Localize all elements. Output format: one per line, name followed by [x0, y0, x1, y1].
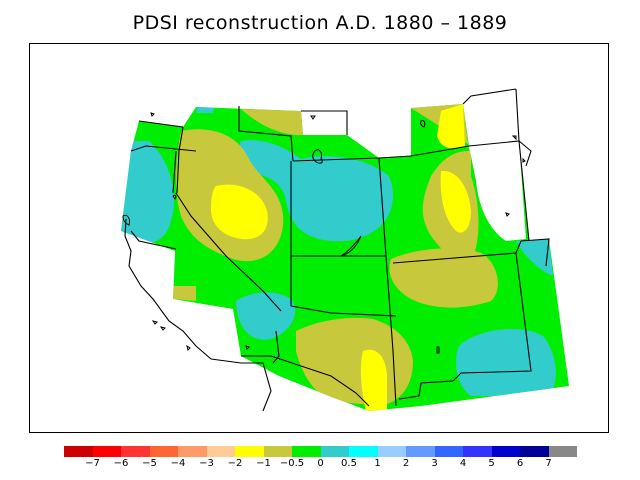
boundary-id-west — [176, 126, 184, 194]
legend-swatch — [491, 446, 520, 457]
legend-tick-label: 3 — [431, 458, 438, 469]
boundary-ut-az — [290, 305, 397, 317]
boundary-az-mexico — [241, 355, 370, 407]
channel-islands-2 — [159, 326, 166, 331]
boundary-nebraska — [520, 238, 550, 267]
coastline-west — [124, 218, 212, 360]
legend-tick-label: −5 — [142, 458, 157, 469]
boundary-ks-nm — [452, 252, 532, 382]
region-wet-kansas — [516, 239, 553, 276]
legend-swatch — [434, 446, 463, 457]
yellowstone-lake — [312, 149, 323, 164]
great-salt-lake — [340, 235, 362, 257]
legend-swatch — [235, 446, 264, 457]
legend-swatch — [349, 446, 378, 457]
legend-swatch — [320, 446, 349, 457]
legend-swatch — [520, 446, 549, 457]
legend-swatch — [548, 446, 577, 457]
legend-swatch — [178, 446, 207, 457]
boundary-az-ca — [272, 330, 280, 364]
legend-swatch — [292, 446, 321, 457]
region-drier-montana-core — [437, 104, 465, 149]
region-wet-newmexico — [456, 328, 556, 396]
region-nodata-montana-gap — [303, 111, 347, 135]
lake-wa-island — [150, 112, 155, 117]
legend-swatch — [206, 446, 235, 457]
lake-montana-small — [310, 115, 316, 120]
legend-tick-label: 0 — [317, 458, 324, 469]
legend-colorbar — [64, 446, 577, 457]
boundary-wa-or — [130, 145, 197, 152]
pdsi-fill — [121, 104, 569, 411]
legend-swatch — [121, 446, 150, 457]
region-wet-washington-ne — [196, 104, 216, 113]
legend-tick-label: −3 — [199, 458, 214, 469]
state-boundaries — [124, 88, 550, 412]
legend-swatch — [406, 446, 435, 457]
region-wet-idaho — [239, 140, 394, 242]
legend-tick-label: 1 — [374, 458, 381, 469]
legend-tick-label: 0.5 — [341, 458, 357, 469]
region-drier-arizona-core — [360, 349, 387, 411]
legend-tick-label: 4 — [459, 458, 467, 469]
channel-islands-3 — [186, 344, 191, 351]
boundary-nm-tx — [398, 380, 454, 400]
legend-tick-label: 7 — [545, 458, 552, 469]
lake-kansas — [505, 212, 510, 217]
legend-tick-labels: −7 −6 −5 −4 −3 −2 −1 −0.5 0 0.5 1 2 3 4 5 6 7 — [0, 458, 640, 474]
boundary-mexico-baja — [210, 358, 272, 412]
legend-swatch — [64, 446, 93, 457]
water-bodies — [122, 112, 526, 354]
pdsi-map — [121, 88, 569, 412]
legend-tick-label: −4 — [170, 458, 186, 469]
lake-nd — [511, 135, 517, 141]
region-nodata-dakotas — [469, 141, 526, 241]
legend-tick-label: −6 — [113, 458, 129, 469]
legend-tick-label: 5 — [488, 458, 495, 469]
legend-swatch — [463, 446, 492, 457]
legend-tick-label: −2 — [227, 458, 243, 469]
legend-swatch — [149, 446, 178, 457]
channel-islands-1 — [151, 320, 158, 325]
boundary-nd-sd — [410, 140, 530, 242]
legend-swatch — [263, 446, 292, 457]
boundary-idaho-mt — [238, 106, 294, 162]
region-drier-wyoming-core — [440, 170, 471, 233]
region-dry-washington — [241, 109, 303, 136]
boundary-co-nm — [392, 350, 397, 407]
boundary-mt-dakotas — [462, 88, 517, 105]
region-dry-california-south — [173, 286, 196, 301]
map-frame — [29, 43, 609, 433]
boundary-mt-north — [301, 110, 348, 135]
boundary-ca-nv — [175, 192, 282, 312]
boundary-wy-co — [378, 157, 394, 352]
boundary-dakotas-east — [515, 88, 520, 142]
legend-tick-label: −0.5 — [279, 458, 305, 469]
legend-tick-label: −7 — [85, 458, 100, 469]
channel-islands-4 — [245, 345, 250, 350]
flathead-lake — [420, 120, 426, 128]
legend-tick-label: 2 — [402, 458, 410, 469]
map-title: PDSI reconstruction A.D. 1880 – 1889 — [132, 12, 508, 34]
boundary-wa-north — [138, 120, 184, 128]
legend-swatch — [377, 446, 406, 457]
puget-sound — [122, 214, 130, 226]
lake-dakota-2 — [522, 157, 526, 163]
boundary-or-nv-ca — [130, 230, 177, 250]
lake-nm — [436, 346, 440, 354]
region-wet-arizona — [236, 292, 296, 340]
boundary-mn-sd — [518, 140, 532, 167]
region-drier-nevada-core — [211, 184, 268, 240]
legend-tick-label: −1 — [256, 458, 271, 469]
lake-tahoe — [172, 194, 177, 200]
region-dry-colorado — [389, 248, 498, 308]
legend-tick-label: 6 — [516, 458, 524, 469]
boundary-nv-east — [172, 150, 177, 194]
legend-swatch — [92, 446, 121, 457]
